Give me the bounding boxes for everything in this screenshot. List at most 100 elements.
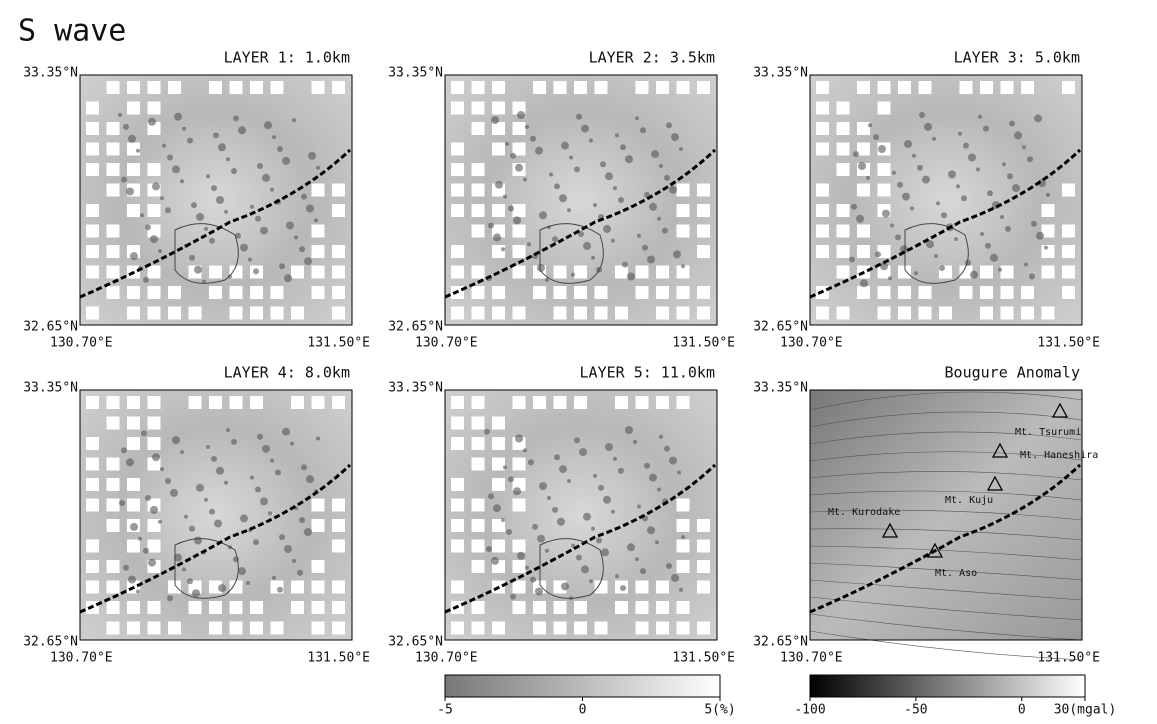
lat-label: 32.65°N xyxy=(388,320,443,335)
hypocenter xyxy=(917,164,923,171)
mask-cell xyxy=(918,306,932,320)
hypocenter xyxy=(517,551,525,560)
hypocenter xyxy=(206,174,210,179)
mask-cell xyxy=(188,601,202,614)
mask-cell xyxy=(147,81,161,94)
mask-cell xyxy=(332,498,345,512)
hypocenter xyxy=(528,459,534,466)
caldera-outline xyxy=(539,538,604,599)
mask-cell xyxy=(127,204,140,217)
hypocenter xyxy=(679,587,683,592)
hypocenter xyxy=(620,585,626,592)
hypocenter xyxy=(849,256,855,263)
hypocenter xyxy=(902,192,910,201)
mask-cell xyxy=(1062,224,1075,238)
lon-label: 131.50°E xyxy=(1037,336,1100,351)
mask-cell xyxy=(168,306,181,320)
hypocenter xyxy=(545,277,549,282)
hypocenter xyxy=(228,274,232,279)
hypocenter xyxy=(1014,131,1022,140)
hypocenter xyxy=(262,173,270,182)
mask-cell xyxy=(676,183,690,197)
hypocenter xyxy=(1046,192,1050,197)
hypocenter xyxy=(605,172,613,181)
lon-label: 130.70°E xyxy=(415,336,478,351)
hypocenter xyxy=(625,426,633,434)
mask-cell xyxy=(492,306,505,320)
hypocenter xyxy=(677,470,681,475)
hypocenter xyxy=(904,139,912,148)
hypocenter xyxy=(272,575,276,580)
mask-cell xyxy=(574,286,587,299)
mask-cell xyxy=(106,580,120,594)
mask-cell xyxy=(270,81,284,94)
contour xyxy=(809,411,1083,428)
hypocenter xyxy=(182,126,186,131)
hypocenter xyxy=(282,427,290,436)
mask-cell xyxy=(857,286,870,299)
mask-cell xyxy=(188,396,202,409)
hypocenter xyxy=(218,584,226,593)
hypocenter xyxy=(202,279,206,284)
mask-cell xyxy=(512,498,526,512)
hypocenter xyxy=(583,512,591,521)
mask-cell xyxy=(492,245,505,258)
mask-cell xyxy=(1062,245,1075,258)
mask-cell xyxy=(127,396,140,409)
hypocenter xyxy=(611,509,615,514)
hypocenter xyxy=(1007,173,1013,180)
hypocenter xyxy=(681,264,685,269)
hypocenter xyxy=(978,114,982,119)
hypocenter xyxy=(194,265,202,274)
hypocenter xyxy=(598,484,604,491)
lat-label: 33.35°N xyxy=(753,66,808,81)
mask-cell xyxy=(492,539,505,553)
mask-cell xyxy=(332,245,345,258)
hypocenter xyxy=(150,235,158,244)
mask-cell xyxy=(451,396,464,409)
hypocenter xyxy=(671,133,679,142)
hypocenter xyxy=(657,487,661,492)
mask-cell xyxy=(553,601,567,614)
mask-cell xyxy=(229,306,243,320)
hypocenter xyxy=(235,232,241,239)
hypocenter xyxy=(270,187,274,192)
caldera-outline xyxy=(174,538,239,599)
hypocenter xyxy=(647,526,655,535)
mask-cell xyxy=(332,183,345,197)
hypocenter xyxy=(596,537,602,544)
mask-cell xyxy=(816,81,829,94)
mask-cell xyxy=(471,122,485,135)
lat-label: 32.65°N xyxy=(388,635,443,650)
hypocenter xyxy=(873,134,879,141)
mask-cell xyxy=(147,519,161,532)
mask-cell xyxy=(1000,306,1014,320)
caldera-outline xyxy=(174,223,239,284)
mask-cell xyxy=(86,498,99,512)
mask-cell xyxy=(106,621,120,635)
mask-cell xyxy=(332,396,345,409)
mask-cell xyxy=(676,601,690,614)
hypocenter xyxy=(530,135,536,142)
hypocenter xyxy=(491,556,499,565)
mask-cell xyxy=(209,286,222,299)
mask-cell xyxy=(857,183,870,197)
mask-cell xyxy=(127,81,140,94)
mask-cell xyxy=(332,81,345,94)
hypocenter xyxy=(963,142,969,149)
mask-cell xyxy=(512,265,526,279)
volcano-label: Mt. Kurodake xyxy=(828,507,900,518)
hypocenter xyxy=(554,183,560,190)
mask-cell xyxy=(229,621,243,635)
hypocenter xyxy=(627,272,635,281)
mask-cell xyxy=(574,265,587,279)
hypocenter xyxy=(284,274,292,283)
mask-cell xyxy=(512,580,526,594)
hypocenter xyxy=(189,254,195,261)
hypocenter xyxy=(523,177,527,182)
hypocenter xyxy=(150,505,158,514)
mask-cell xyxy=(451,498,464,512)
hypocenter xyxy=(571,272,575,277)
lon-label: 130.70°E xyxy=(50,336,113,351)
hypocenter xyxy=(1002,162,1006,167)
